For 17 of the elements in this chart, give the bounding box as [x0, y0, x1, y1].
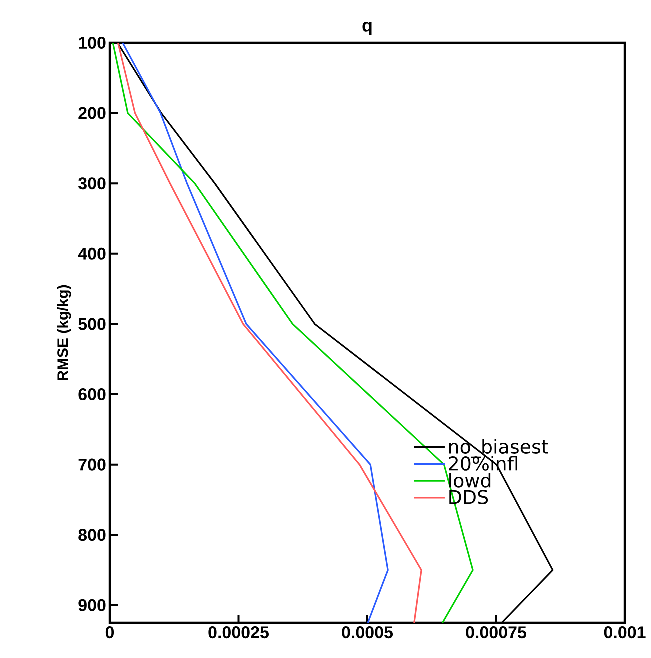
- y-tick-label: 900: [78, 599, 106, 612]
- x-tick-label: 0.00025: [208, 626, 269, 639]
- y-tick-label: 100: [79, 36, 106, 50]
- x-tick-label: 0.0005: [342, 626, 394, 639]
- y-tick-label: 200: [78, 107, 106, 120]
- chart-title: q: [362, 22, 372, 36]
- y-tick-label: 800: [78, 529, 106, 542]
- y-tick-label: 400: [78, 248, 106, 260]
- y-tick-label: 300: [78, 178, 106, 190]
- y-axis-title: RMSE (kg/kg): [57, 285, 72, 380]
- x-tick-label: 0: [106, 626, 114, 639]
- y-tick-label: 500: [78, 318, 106, 330]
- x-tick-label: 0.00075: [466, 626, 526, 639]
- y-tick-label: 700: [78, 458, 106, 471]
- y-tick-label: 600: [78, 388, 106, 401]
- x-tick-label: 0.001: [604, 626, 646, 639]
- legend-label: lowd: [450, 473, 491, 488]
